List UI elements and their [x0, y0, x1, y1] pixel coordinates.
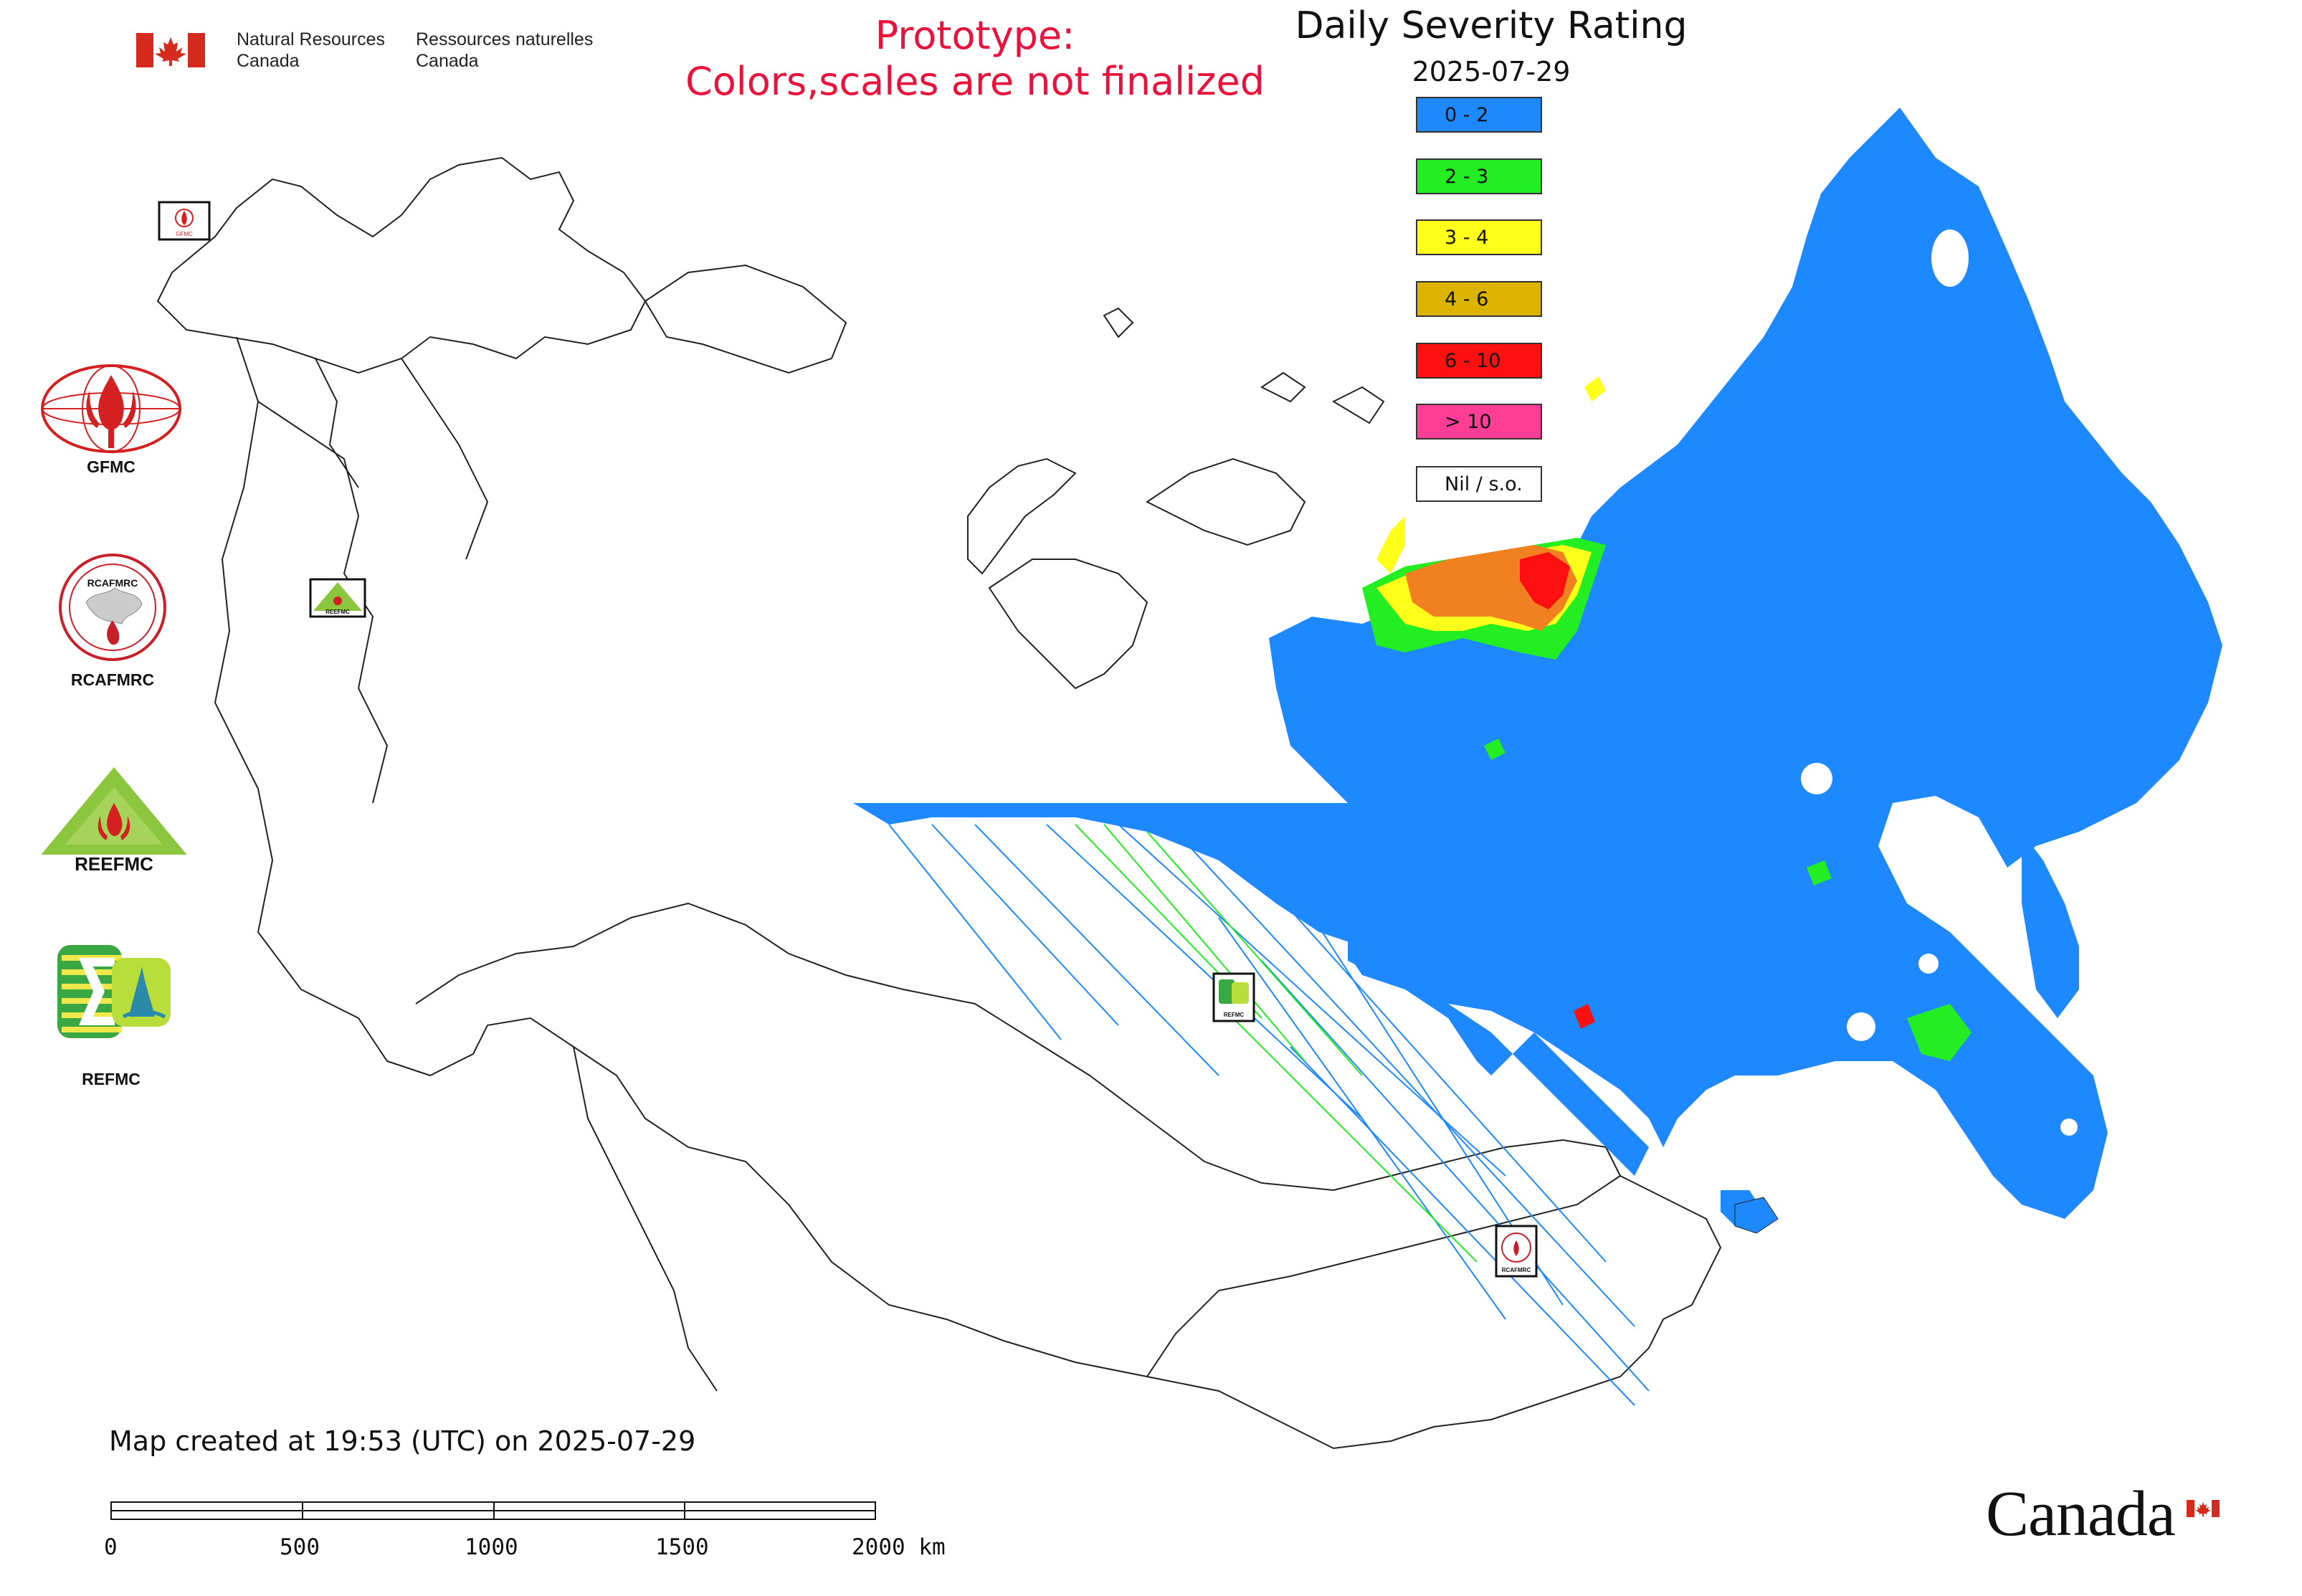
- dsr-region-0-2: [1269, 108, 2222, 1219]
- canada-wordmark: Canada: [1986, 1477, 2176, 1551]
- dept-en-line1: Natural Resources: [237, 29, 386, 49]
- scale-bar: [110, 1501, 876, 1520]
- dsr-region-yellow-islands-2: [1584, 376, 1606, 402]
- prototype-notice: Prototype: Colors,scales are not finaliz…: [645, 13, 1305, 105]
- lake-5: [2060, 1118, 2078, 1136]
- legend-item-label: > 10: [1445, 410, 1492, 433]
- marker-reefmc-text: REEFMC: [325, 609, 350, 615]
- map-date: 2025-07-29: [1412, 56, 1571, 87]
- legend-item: 3 - 4: [1416, 219, 1542, 255]
- reefmc-logo-icon: REEFMC: [37, 767, 191, 873]
- border-kazakh-south: [573, 1046, 718, 1392]
- border-europe: [214, 336, 1722, 1450]
- map-title: Daily Severity Rating: [1295, 4, 1688, 47]
- border-arctic-islands: [1103, 307, 1385, 424]
- marker-gfmc[interactable]: GFMC: [158, 201, 211, 241]
- marker-reefmc[interactable]: REEFMC: [309, 578, 366, 618]
- legend-item-label: Nil / s.o.: [1445, 472, 1523, 495]
- border-mongolia: [1146, 1175, 1621, 1377]
- legend-item-label: 3 - 4: [1445, 226, 1489, 249]
- border-internal-1: [257, 401, 389, 804]
- legend-item-label: 0 - 2: [1445, 103, 1489, 126]
- dept-fr-line1: Ressources naturelles: [416, 29, 594, 49]
- legend-item-label: 6 - 10: [1445, 349, 1501, 372]
- country-borders: [156, 156, 1722, 1450]
- border-scandinavia: [156, 156, 647, 374]
- marker-rcafmrc[interactable]: RCAFMRC: [1495, 1225, 1538, 1278]
- marker-rcafmrc-text: RCAFMRC: [1502, 1267, 1531, 1273]
- dsr-region-yellow-islands: [1376, 516, 1405, 574]
- gov-identifier: Natural Resources Canada Ressources natu…: [136, 29, 609, 79]
- legend-item: 6 - 10: [1416, 343, 1542, 379]
- prototype-line1: Prototype:: [875, 13, 1075, 58]
- dsr-streaks: [888, 824, 1650, 1406]
- dept-name-en: Natural Resources Canada: [237, 29, 385, 72]
- canada-wordmark-flag-icon: [2187, 1500, 2220, 1517]
- dsr-region-green-blobs: [1484, 738, 1972, 1061]
- rcafmrc-logo-text: RCAFMRC: [87, 577, 138, 589]
- scale-label-1000: 1000: [465, 1534, 518, 1560]
- dsr-region-south-stripes: [853, 803, 1649, 1176]
- dsr-region-hotspot: [1574, 1004, 1595, 1029]
- dsr-green-streaks: [1075, 824, 1478, 1263]
- border-kola: [644, 264, 847, 374]
- prototype-line2: Colors,scales are not finalized: [685, 59, 1265, 104]
- dsr-region-red-north: [1520, 552, 1570, 609]
- canada-wordmark-text: Canada: [1986, 1478, 2176, 1549]
- canada-flag-icon: [136, 33, 205, 67]
- logo-label-rcafmrc: RCAFMRC: [70, 670, 155, 689]
- lake-2: [1918, 954, 1939, 974]
- logo-label-refmc: REFMC: [82, 1070, 141, 1088]
- scale-label-2000: 2000 km: [852, 1534, 946, 1560]
- marker-refmc-text: REFMC: [1224, 1012, 1245, 1018]
- legend-item: 4 - 6: [1416, 281, 1542, 317]
- legend-item: Nil / s.o.: [1416, 466, 1542, 502]
- dept-name-fr: Ressources naturelles Canada: [416, 29, 593, 72]
- legend-item: > 10: [1416, 404, 1542, 440]
- border-novaya-zemlya: [967, 457, 1077, 575]
- dsr-region-kamchatka: [2000, 402, 2194, 688]
- lake-1: [1801, 763, 1832, 794]
- dept-fr-line2: Canada: [416, 51, 479, 71]
- legend-item-label: 4 - 6: [1445, 288, 1489, 310]
- border-taymyr: [1146, 457, 1306, 546]
- lake-3: [1847, 1012, 1875, 1041]
- border-yamal: [988, 559, 1148, 690]
- rcafmrc-logo-icon: RCAFMRC: [59, 554, 166, 661]
- legend-item: 0 - 2: [1416, 97, 1542, 133]
- border-internal-2: [401, 358, 489, 560]
- refmc-logo-icon: [57, 945, 171, 1038]
- dept-en-line2: Canada: [237, 51, 300, 71]
- legend-item-label: 2 - 3: [1445, 165, 1489, 188]
- marker-refmc[interactable]: REFMC: [1212, 972, 1255, 1022]
- scale-label-1500: 1500: [655, 1534, 709, 1560]
- gfmc-logo-icon: [41, 364, 181, 453]
- lake-4: [1689, 1104, 1721, 1136]
- border-hokkaido: [1734, 1197, 1779, 1234]
- logo-label-gfmc: GFMC: [87, 457, 135, 476]
- scale-label-0: 0: [104, 1534, 118, 1560]
- scale-label-500: 500: [280, 1534, 320, 1560]
- reefmc-logo-text: REEFMC: [75, 853, 153, 873]
- border-internal-3: [315, 358, 359, 488]
- lake-6: [1931, 229, 1969, 287]
- dsr-region-sakhalin: [2022, 832, 2079, 1018]
- border-central-asia: [415, 902, 1607, 1192]
- legend-item: 2 - 3: [1416, 158, 1542, 194]
- map-created-text: Map created at 19:53 (UTC) on 2025-07-29: [109, 1425, 696, 1457]
- marker-gfmc-text: GFMC: [176, 231, 193, 237]
